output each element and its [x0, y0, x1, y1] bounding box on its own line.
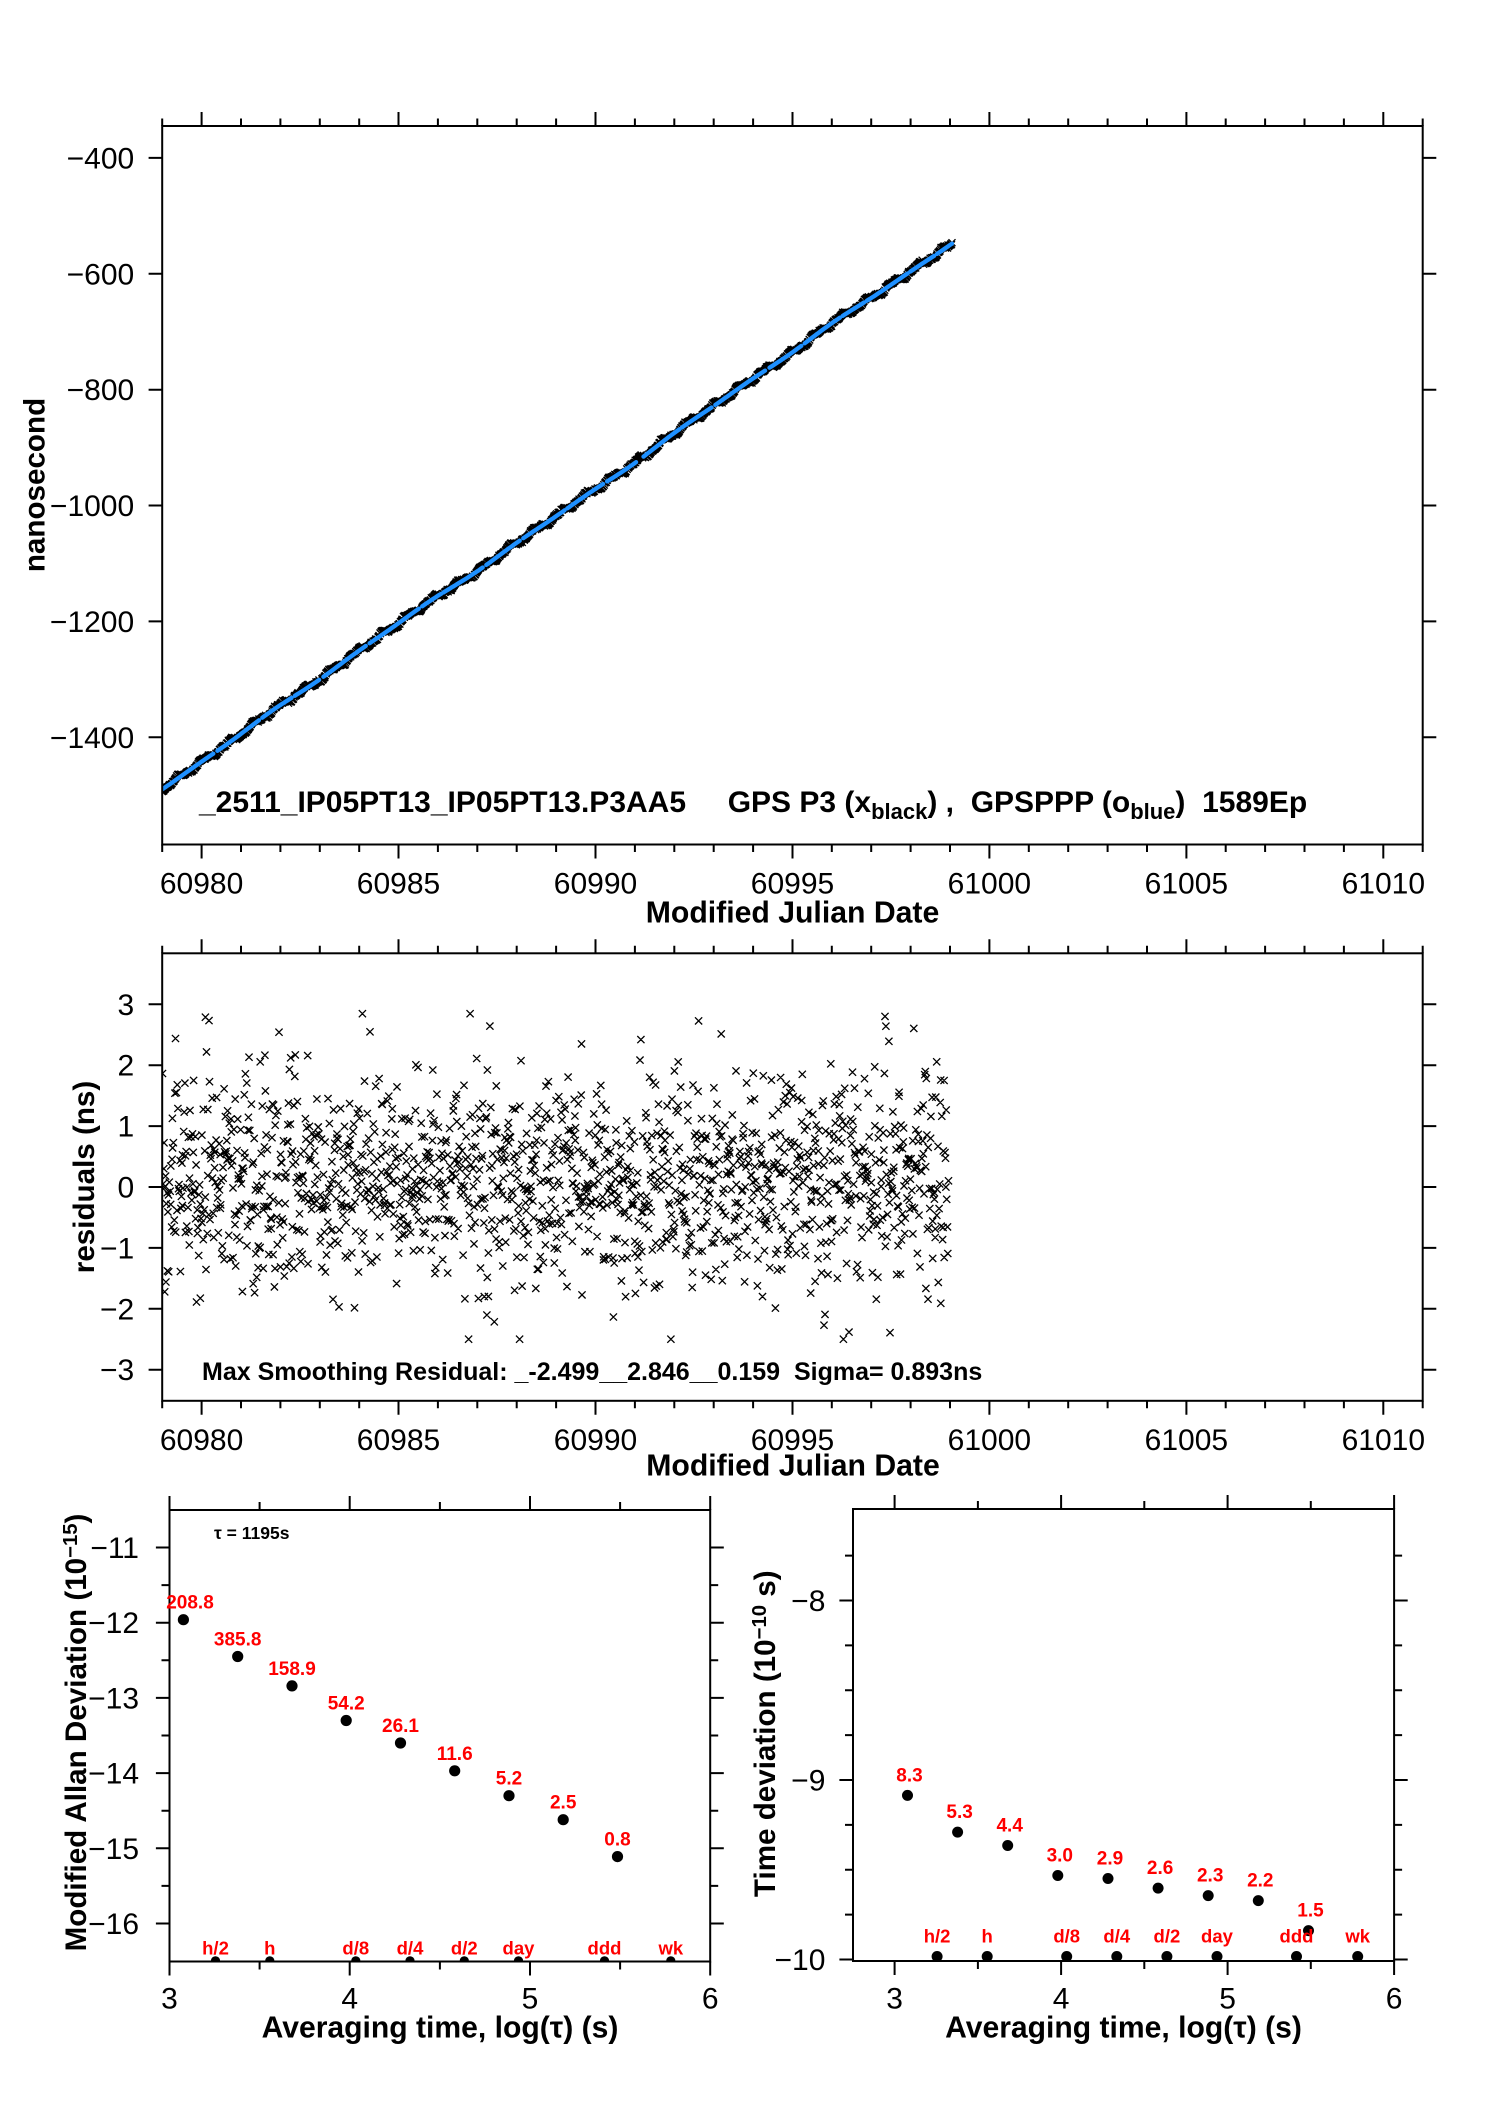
svg-text:5: 5 — [522, 1983, 539, 2016]
svg-text:−600: −600 — [67, 258, 135, 291]
svg-text:−2: −2 — [100, 1293, 134, 1326]
svg-text:d/8: d/8 — [1053, 1926, 1080, 1947]
svg-text:3: 3 — [118, 989, 135, 1022]
svg-text:day: day — [1201, 1926, 1234, 1947]
svg-text:61000: 61000 — [948, 868, 1031, 901]
svg-text:1: 1 — [118, 1111, 135, 1144]
svg-text:d/8: d/8 — [342, 1938, 369, 1959]
svg-text:2.6: 2.6 — [1147, 1858, 1173, 1879]
svg-text:−8: −8 — [791, 1585, 825, 1618]
svg-text:385.8: 385.8 — [214, 1630, 262, 1651]
svg-text:26.1: 26.1 — [382, 1716, 419, 1737]
svg-text:−400: −400 — [67, 142, 135, 175]
svg-text:5.3: 5.3 — [946, 1802, 972, 1823]
svg-text:1.5: 1.5 — [1297, 1901, 1324, 1922]
svg-text:60980: 60980 — [160, 1424, 243, 1457]
svg-text:0: 0 — [118, 1172, 135, 1205]
svg-text:residuals (ns): residuals (ns) — [68, 1081, 101, 1273]
svg-text:61010: 61010 — [1342, 868, 1425, 901]
svg-text:208.8: 208.8 — [166, 1593, 214, 1614]
svg-text:day: day — [503, 1938, 536, 1959]
svg-text:_2511_IP05PT13_IP05PT13.P3AA5: _2511_IP05PT13_IP05PT13.P3AA5 GPS P3 (xb… — [198, 786, 1307, 824]
svg-text:60980: 60980 — [160, 868, 243, 901]
svg-text:Modified Julian Date: Modified Julian Date — [646, 1450, 940, 1483]
svg-text:4.4: 4.4 — [996, 1816, 1023, 1837]
svg-text:−13: −13 — [88, 1682, 139, 1715]
svg-text:wk: wk — [1344, 1926, 1370, 1947]
svg-text:8.3: 8.3 — [896, 1765, 922, 1786]
svg-text:−800: −800 — [67, 374, 135, 407]
svg-text:Averaging time, log(τ) (s): Averaging time, log(τ) (s) — [945, 2012, 1302, 2045]
svg-text:−3: −3 — [100, 1354, 134, 1387]
svg-text:ddd: ddd — [588, 1938, 622, 1959]
svg-text:3: 3 — [886, 1983, 903, 2016]
svg-text:h: h — [264, 1938, 275, 1959]
svg-text:3.0: 3.0 — [1047, 1846, 1073, 1867]
svg-text:−12: −12 — [88, 1607, 139, 1640]
svg-text:h/2: h/2 — [924, 1926, 951, 1947]
svg-text:d/4: d/4 — [1103, 1926, 1130, 1947]
svg-text:6: 6 — [702, 1983, 719, 2016]
svg-text:τ = 1195s: τ = 1195s — [214, 1523, 290, 1543]
svg-text:ddd: ddd — [1280, 1926, 1314, 1947]
svg-text:3: 3 — [161, 1983, 178, 2016]
svg-text:−15: −15 — [88, 1833, 139, 1866]
svg-text:158.9: 158.9 — [268, 1659, 316, 1680]
svg-text:d/4: d/4 — [397, 1938, 424, 1959]
svg-text:5: 5 — [1219, 1983, 1236, 2016]
svg-text:nanosecond: nanosecond — [19, 398, 52, 572]
svg-text:Averaging time, log(τ) (s): Averaging time, log(τ) (s) — [262, 2012, 619, 2045]
svg-text:4: 4 — [1053, 1983, 1070, 2016]
svg-text:h/2: h/2 — [202, 1938, 229, 1959]
svg-text:−10: −10 — [775, 1944, 826, 1977]
svg-text:Max Smoothing Residual: _-2.49: Max Smoothing Residual: _-2.499__2.846__… — [202, 1358, 982, 1386]
svg-text:60995: 60995 — [751, 868, 834, 901]
svg-text:wk: wk — [657, 1938, 683, 1959]
svg-text:Modified Julian Date: Modified Julian Date — [646, 897, 940, 930]
svg-text:−9: −9 — [791, 1765, 825, 1798]
svg-text:−1200: −1200 — [50, 606, 134, 639]
svg-text:h: h — [982, 1926, 993, 1947]
svg-text:61005: 61005 — [1145, 868, 1228, 901]
svg-text:60990: 60990 — [554, 1424, 637, 1457]
svg-text:2.9: 2.9 — [1097, 1849, 1123, 1870]
svg-text:−1000: −1000 — [50, 490, 134, 523]
svg-text:60985: 60985 — [357, 868, 440, 901]
svg-text:−1: −1 — [100, 1232, 134, 1265]
svg-text:6: 6 — [1386, 1983, 1403, 2016]
svg-text:2.5: 2.5 — [550, 1793, 577, 1814]
svg-text:60995: 60995 — [751, 1424, 834, 1457]
svg-text:−11: −11 — [90, 1532, 139, 1565]
svg-text:4: 4 — [341, 1983, 358, 2016]
svg-text:Modified Allan Deviation (10−1: Modified Allan Deviation (10−15) — [60, 1514, 93, 1952]
svg-text:60990: 60990 — [554, 868, 637, 901]
svg-text:−1400: −1400 — [50, 722, 134, 755]
svg-text:2: 2 — [118, 1050, 135, 1083]
svg-text:d/2: d/2 — [1154, 1926, 1181, 1947]
svg-text:61000: 61000 — [948, 1424, 1031, 1457]
svg-text:5.2: 5.2 — [496, 1769, 522, 1790]
svg-text:61010: 61010 — [1342, 1424, 1425, 1457]
svg-text:−16: −16 — [88, 1908, 139, 1941]
svg-text:61005: 61005 — [1145, 1424, 1228, 1457]
svg-text:d/2: d/2 — [451, 1938, 478, 1959]
svg-text:2.2: 2.2 — [1247, 1871, 1273, 1892]
svg-text:−14: −14 — [88, 1758, 139, 1791]
svg-text:54.2: 54.2 — [328, 1694, 365, 1715]
svg-text:60985: 60985 — [357, 1424, 440, 1457]
svg-text:0.8: 0.8 — [604, 1830, 630, 1851]
svg-text:11.6: 11.6 — [437, 1744, 473, 1765]
svg-text:2.3: 2.3 — [1197, 1866, 1223, 1887]
